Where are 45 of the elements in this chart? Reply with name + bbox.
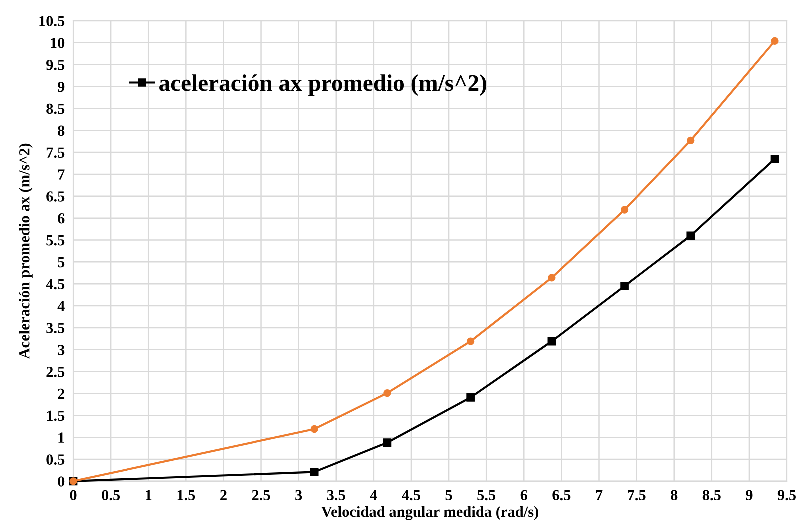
x-tick-label: 3 — [296, 490, 302, 501]
y-tick-label: 7.5 — [46, 148, 65, 158]
x-axis-title: Velocidad angular medida (rad/s) — [322, 506, 538, 520]
y-tick-label: 4.5 — [46, 279, 65, 290]
y-tick-label: 8.5 — [46, 104, 65, 114]
y-tick-label: 6.5 — [46, 192, 65, 202]
x-tick-label: 9.5 — [778, 490, 796, 501]
x-tick-label: 2.5 — [252, 490, 270, 501]
y-axis-title: Aceleración promedio ax (m/s^2) — [19, 144, 33, 360]
x-tick-label: 9 — [746, 490, 753, 501]
y-tick-label: 0.5 — [46, 454, 65, 466]
x-tick-label: 6.5 — [552, 490, 571, 501]
legend-label: aceleración ax promedio (m/s^2) — [160, 74, 486, 96]
y-tick-label: 7 — [58, 170, 65, 180]
x-tick-label: 4.5 — [402, 490, 420, 501]
x-tick-label: 7.5 — [628, 490, 646, 501]
y-tick-label: 2 — [58, 388, 65, 400]
x-tick-label: 1.5 — [178, 490, 196, 501]
x-tick-label: 8.5 — [702, 490, 721, 501]
y-tick-label: 6 — [58, 214, 65, 224]
x-tick-label: 4 — [370, 490, 378, 500]
x-tick-label: 7 — [596, 490, 603, 500]
x-tick-label: 0 — [70, 490, 77, 501]
y-tick-label: 8 — [58, 126, 65, 136]
y-tick-label: 0 — [58, 476, 65, 487]
x-tick-label: 3.5 — [327, 490, 346, 501]
x-tick-label: 0.5 — [102, 490, 120, 501]
y-tick-label: 3.5 — [46, 323, 65, 334]
y-tick-label: 10.5 — [40, 16, 65, 27]
y-tick-label: 1.5 — [47, 410, 65, 422]
y-tick-label: 4 — [58, 301, 65, 312]
x-tick-label: 1 — [146, 490, 152, 500]
y-tick-label: 5 — [58, 257, 65, 268]
y-tick-label: 1 — [58, 432, 64, 443]
x-tick-label: 6 — [520, 490, 528, 501]
y-tick-label: 2.5 — [46, 366, 65, 378]
y-tick-label: 9.5 — [46, 60, 65, 70]
x-tick-label: 5.5 — [478, 490, 496, 501]
x-tick-label: 8 — [671, 490, 678, 501]
y-tick-label: 10 — [51, 38, 65, 48]
y-tick-label: 9 — [58, 82, 65, 92]
y-tick-label: 5.5 — [46, 236, 65, 246]
y-tick-label: 3 — [58, 345, 65, 356]
x-tick-label: 2 — [220, 490, 227, 500]
x-tick-label: 5 — [446, 490, 452, 501]
